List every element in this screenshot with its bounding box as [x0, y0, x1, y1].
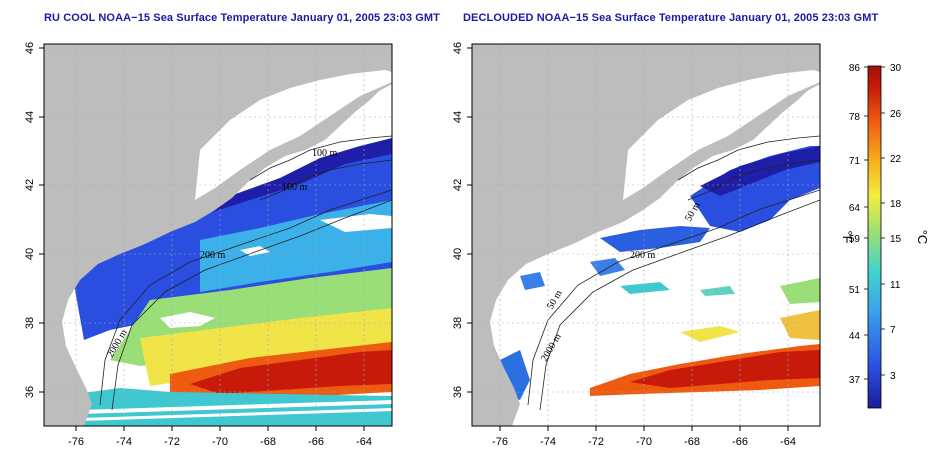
- right-coastal-cloud: [623, 70, 820, 200]
- celsius-tick-label: 18: [890, 199, 902, 210]
- sst-yellow-band: [140, 308, 392, 386]
- sst-blue-small: [590, 258, 625, 276]
- lon-tick-label: -74: [116, 436, 132, 448]
- left-bathymetry: [99, 135, 392, 411]
- left-map-title: RU COOL NOAA−15 Sea Surface Temperature …: [44, 12, 440, 24]
- left-lon-labels: -76 -74 -72 -70 -68 -66 -64: [68, 436, 372, 448]
- lat-tick-label: 40: [24, 248, 36, 260]
- sst-coastal-blue-2: [520, 272, 545, 290]
- lon-tick-label: -76: [492, 436, 508, 448]
- fahrenheit-tick-label: 44: [849, 331, 861, 342]
- right-map-title: DECLOUDED NOAA−15 Sea Surface Temperatur…: [463, 12, 879, 24]
- right-grid: [472, 44, 820, 426]
- lon-tick-label: -70: [636, 436, 652, 448]
- right-lon-labels: -76 -74 -72 -70 -68 -66 -64: [492, 436, 796, 448]
- celsius-tick-label: 7: [890, 325, 896, 336]
- left-axis-ticks: [39, 47, 365, 431]
- left-map-frame: [43, 43, 393, 427]
- fahrenheit-tick-label: 59: [849, 234, 861, 245]
- fahrenheit-tick-label: 78: [849, 112, 861, 123]
- right-bathymetry: [527, 135, 820, 411]
- left-land: [44, 44, 392, 426]
- celsius-tick-label: 30: [890, 63, 902, 74]
- lat-tick-label: 40: [452, 248, 464, 260]
- left-lat-labels: 46 44 42 40 38 36: [24, 42, 36, 398]
- contour-label: 100 m: [312, 148, 338, 159]
- colorbar-gradient: [867, 65, 882, 409]
- sst-yellow-right: [780, 310, 820, 340]
- celsius-tick-label: 3: [890, 371, 896, 382]
- left-cloud-patches: [80, 214, 392, 421]
- sst-hot-band: [630, 350, 820, 388]
- sst-blue-strip: [600, 226, 710, 252]
- lon-tick-label: -74: [540, 436, 556, 448]
- fahrenheit-tick-label: 51: [849, 285, 861, 296]
- left-grid: [44, 44, 392, 426]
- right-sst-field: [500, 146, 820, 400]
- right-map-frame: [471, 43, 821, 427]
- right-map: 50 m 200 m 50 m 2000 m: [472, 44, 820, 426]
- lat-tick-label: 42: [452, 179, 464, 191]
- lon-tick-label: -70: [212, 436, 228, 448]
- celsius-unit-label: °C: [915, 230, 930, 245]
- temperature-colorbar: 86 78 71 64 59 51 44 37 30 26 22 18 15 1…: [840, 63, 930, 409]
- sst-green-patch: [780, 278, 820, 304]
- celsius-tick-label: 15: [890, 234, 902, 245]
- left-coastal-cloud: [195, 70, 392, 200]
- lon-tick-label: -66: [308, 436, 324, 448]
- fahrenheit-tick-label: 86: [849, 63, 861, 74]
- sst-cyan-small: [620, 282, 670, 294]
- sst-hot-core: [190, 350, 392, 394]
- lon-tick-label: -66: [732, 436, 748, 448]
- lat-tick-label: 44: [24, 111, 36, 123]
- right-land: [472, 44, 820, 426]
- sst-cyan-small-2: [700, 286, 735, 296]
- fahrenheit-tick-label: 71: [849, 156, 861, 167]
- lon-tick-label: -64: [780, 436, 796, 448]
- lat-tick-label: 36: [24, 386, 36, 398]
- lat-tick-label: 46: [452, 42, 464, 54]
- celsius-tick-label: 11: [890, 280, 901, 291]
- lat-tick-label: 36: [452, 386, 464, 398]
- lat-tick-label: 44: [452, 111, 464, 123]
- lon-tick-label: -72: [164, 436, 180, 448]
- lon-tick-label: -72: [588, 436, 604, 448]
- sst-yellow-patch: [680, 326, 740, 342]
- lat-tick-label: 46: [24, 42, 36, 54]
- lat-tick-label: 42: [24, 179, 36, 191]
- celsius-tick-label: 26: [890, 109, 902, 120]
- contour-label: 200 m: [200, 250, 226, 261]
- celsius-tick-label: 22: [890, 154, 902, 165]
- contour-label: 200 m: [630, 250, 656, 261]
- lat-tick-label: 38: [24, 317, 36, 329]
- right-lat-labels: 46 44 42 40 38 36: [452, 42, 464, 398]
- lon-tick-label: -68: [260, 436, 276, 448]
- left-sst-field: [60, 138, 392, 426]
- right-axis-ticks: [467, 47, 789, 431]
- lon-tick-label: -76: [68, 436, 84, 448]
- fahrenheit-tick-label: 37: [849, 375, 861, 386]
- fahrenheit-tick-label: 64: [849, 203, 861, 214]
- lon-tick-label: -68: [684, 436, 700, 448]
- lon-tick-label: -64: [356, 436, 372, 448]
- fahrenheit-unit-label: °F: [840, 230, 855, 243]
- contour-label: 100 m: [282, 182, 308, 193]
- left-map: 100 m 100 m 200 m 2000 m: [44, 44, 392, 426]
- lat-tick-label: 38: [452, 317, 464, 329]
- sst-deep-blue-patch: [700, 146, 820, 196]
